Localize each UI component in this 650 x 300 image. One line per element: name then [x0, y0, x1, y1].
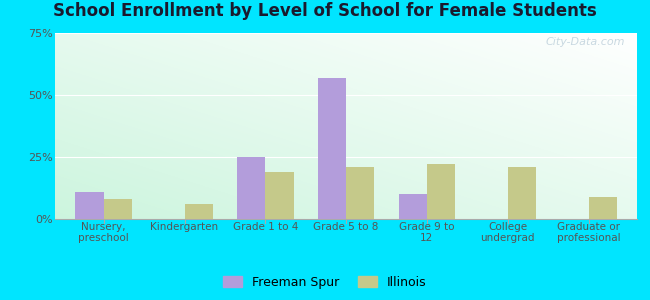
Bar	[75, 192, 104, 219]
Bar	[318, 78, 346, 219]
Text: City-Data.com: City-Data.com	[546, 37, 625, 47]
Bar	[346, 167, 374, 219]
Bar	[588, 197, 617, 219]
Bar	[185, 204, 213, 219]
Bar	[508, 167, 536, 219]
Bar	[237, 157, 265, 219]
Bar	[104, 199, 132, 219]
Legend: Freeman Spur, Illinois: Freeman Spur, Illinois	[218, 271, 432, 294]
Bar	[265, 172, 294, 219]
Text: School Enrollment by Level of School for Female Students: School Enrollment by Level of School for…	[53, 2, 597, 20]
Bar	[427, 164, 455, 219]
Bar	[398, 194, 427, 219]
